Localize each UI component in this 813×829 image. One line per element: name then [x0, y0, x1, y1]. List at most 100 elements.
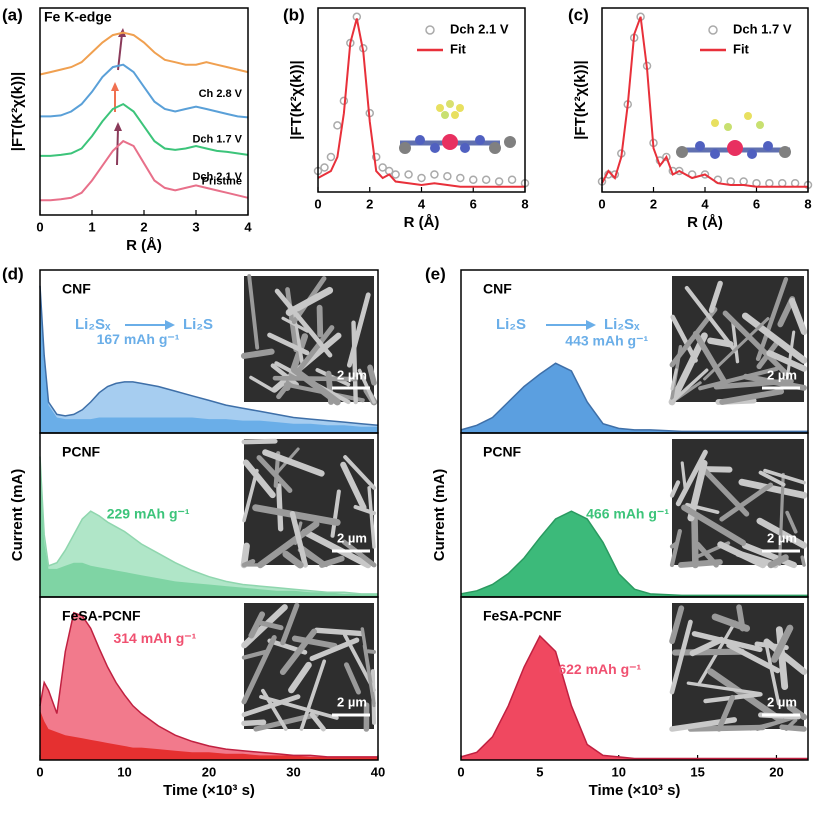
legend-label: Dch 1.7 V — [733, 21, 792, 36]
panel-name: CNF — [62, 281, 91, 297]
conversion-arrowhead — [165, 320, 175, 330]
x-tick-label: 4 — [244, 219, 252, 234]
data-point — [334, 122, 341, 129]
x-tick-label: 20 — [769, 764, 783, 779]
data-point — [779, 180, 786, 187]
x-tick-label: 0 — [457, 764, 464, 779]
chart-title: Fe K-edge — [44, 9, 112, 25]
legend-marker — [426, 26, 434, 34]
data-point — [740, 178, 747, 185]
fiber — [244, 352, 272, 356]
data-point — [496, 178, 503, 185]
conversion-to: Li₂S — [183, 316, 213, 333]
y-axis-label: Current (mA) — [431, 469, 448, 562]
panel-label: (c) — [568, 5, 589, 24]
x-tick-label: 5 — [536, 764, 543, 779]
x-axis-label: Time (×10³ s) — [589, 782, 681, 799]
panel-name: PCNF — [62, 444, 101, 460]
x-tick-label: 10 — [117, 764, 131, 779]
x-tick-label: 8 — [804, 196, 811, 211]
x-tick-label: 3 — [192, 219, 199, 234]
legend-marker — [709, 26, 717, 34]
panel-label: (b) — [283, 5, 305, 24]
x-axis-label: R (Å) — [404, 214, 440, 231]
x-tick-label: 1 — [88, 219, 95, 234]
data-point — [509, 176, 516, 183]
y-axis-label: |FT(K²χ(k))| — [9, 72, 26, 152]
scale-bar-label: 2 µm — [767, 367, 797, 382]
fiber — [317, 630, 362, 633]
panel-name: FeSA-PCNF — [483, 608, 562, 624]
x-axis-label: R (Å) — [126, 237, 162, 254]
series-label: Ch 2.8 V — [199, 88, 243, 100]
x-tick-label: 40 — [371, 764, 385, 779]
series-line — [40, 33, 248, 75]
y-axis-label: |FT(K²χ(k))| — [572, 60, 589, 140]
fiber — [354, 323, 356, 402]
fiber — [672, 543, 677, 546]
series-label: Dch 2.1 V — [192, 171, 242, 183]
capacity-label: 314 mAh g⁻¹ — [113, 630, 196, 646]
panel-name: PCNF — [483, 444, 522, 460]
conversion-to: Li₂Sₓ — [604, 316, 640, 333]
data-point — [418, 174, 425, 181]
panel-label: (a) — [2, 5, 23, 24]
fiber — [802, 557, 804, 565]
y-axis-label: |FT(K²χ(k))| — [288, 60, 305, 140]
scale-bar-label: 2 µm — [767, 694, 797, 709]
x-tick-label: 10 — [611, 764, 625, 779]
data-point — [321, 164, 328, 171]
data-point — [392, 171, 399, 178]
sem-image — [244, 439, 374, 565]
x-tick-label: 2 — [140, 219, 147, 234]
x-tick-label: 2 — [650, 196, 657, 211]
x-tick-label: 0 — [36, 219, 43, 234]
panel-name: FeSA-PCNF — [62, 608, 141, 624]
capacity-label: 622 mAh g⁻¹ — [558, 661, 641, 677]
fiber — [694, 515, 695, 565]
y-axis-label: Current (mA) — [9, 469, 26, 562]
series-label: Dch 1.7 V — [192, 133, 242, 145]
x-tick-label: 6 — [753, 196, 760, 211]
data-point — [431, 171, 438, 178]
x-tick-label: 8 — [521, 196, 528, 211]
conversion-arrowhead — [586, 320, 596, 330]
conversion-from: Li₂S — [496, 316, 526, 333]
legend-label: Fit — [733, 41, 750, 56]
fiber — [279, 486, 281, 529]
panel-name: CNF — [483, 281, 512, 297]
data-point — [457, 174, 464, 181]
x-tick-label: 0 — [598, 196, 605, 211]
conversion-from: Li₂Sₓ — [75, 316, 111, 333]
x-tick-label: 30 — [286, 764, 300, 779]
fiber — [244, 441, 275, 442]
data-point — [483, 176, 490, 183]
legend-label: Dch 2.1 V — [450, 21, 509, 36]
x-axis-label: Time (×10³ s) — [163, 782, 255, 799]
capacity-label: 229 mAh g⁻¹ — [107, 506, 190, 522]
x-tick-label: 0 — [314, 196, 321, 211]
molecule-inset-c — [676, 112, 791, 159]
data-point — [405, 171, 412, 178]
data-point — [327, 153, 334, 160]
fiber — [244, 722, 264, 723]
scale-bar-label: 2 µm — [337, 367, 367, 382]
x-tick-label: 4 — [418, 196, 426, 211]
legend-label: Fit — [450, 41, 467, 56]
series-line — [602, 17, 808, 187]
x-tick-label: 6 — [470, 196, 477, 211]
capacity-label: 466 mAh g⁻¹ — [586, 506, 669, 522]
fiber — [675, 652, 742, 653]
molecule-inset-b — [399, 100, 516, 154]
x-axis-label: R (Å) — [687, 214, 723, 231]
capacity-label: 167 mAh g⁻¹ — [97, 331, 180, 347]
x-tick-label: 4 — [701, 196, 709, 211]
series-line — [318, 19, 525, 187]
scale-bar-label: 2 µm — [337, 694, 367, 709]
data-point — [444, 173, 451, 180]
scale-bar-label: 2 µm — [767, 530, 797, 545]
x-tick-label: 0 — [36, 764, 43, 779]
fiber — [739, 607, 743, 628]
x-tick-label: 2 — [366, 196, 373, 211]
